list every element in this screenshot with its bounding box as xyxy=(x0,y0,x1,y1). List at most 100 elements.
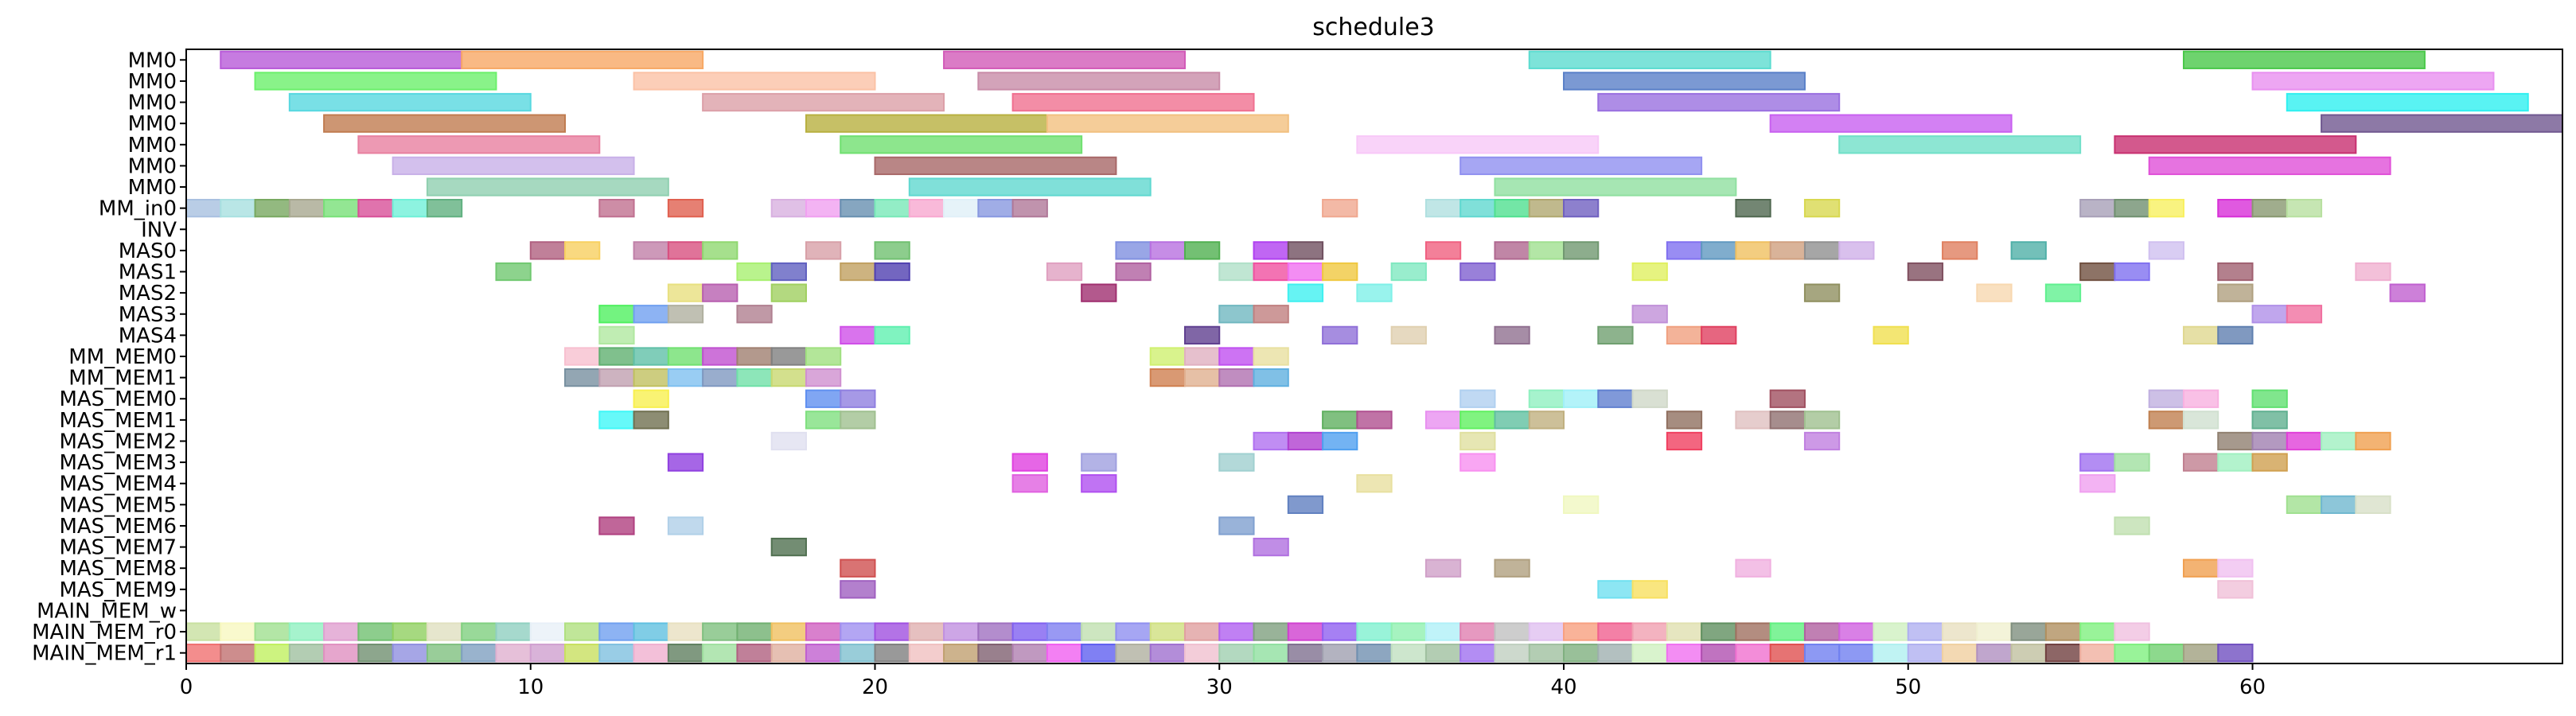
task-bar-84 xyxy=(1803,241,1841,260)
task-bar-175 xyxy=(2182,389,2219,408)
main-mem-r1-bar-42 xyxy=(1631,644,1668,663)
task-bar-64 xyxy=(529,241,567,260)
task-bar-155 xyxy=(633,368,669,387)
task-bar-88 xyxy=(2148,241,2184,260)
task-bar-66 xyxy=(633,241,669,260)
main-mem-r1-bar-39 xyxy=(1528,644,1565,663)
task-bar-130 xyxy=(874,325,910,345)
task-bar-28 xyxy=(2148,156,2391,176)
main-mem-r0-bar-18 xyxy=(805,622,842,641)
main-mem-r0-bar-44 xyxy=(1701,622,1737,641)
task-bar-108 xyxy=(667,283,704,302)
task-bar-118 xyxy=(2389,283,2426,302)
main-mem-r1-bar-41 xyxy=(1597,644,1634,663)
y-tick-label-13: MAS4 xyxy=(119,324,177,348)
main-mem-r0-bar-39 xyxy=(1528,622,1565,641)
main-mem-r1-bar-52 xyxy=(1976,644,2013,663)
y-tick-label-4: MM0 xyxy=(128,134,177,158)
task-bar-111 xyxy=(1081,283,1117,302)
task-bar-158 xyxy=(736,368,773,387)
task-bar-140 xyxy=(2217,325,2254,345)
main-mem-r0-bar-46 xyxy=(1769,622,1806,641)
task-bar-68 xyxy=(702,241,739,260)
task-bar-163 xyxy=(1218,368,1255,387)
main-mem-r0-bar-50 xyxy=(1907,622,1944,641)
task-bar-180 xyxy=(840,411,876,430)
x-tick-label-1: 10 xyxy=(517,675,544,699)
task-bar-128 xyxy=(598,325,635,345)
task-bar-222 xyxy=(2286,495,2323,514)
main-mem-r0-bar-11 xyxy=(564,622,601,641)
main-mem-r1-bar-59 xyxy=(2217,644,2254,663)
task-bar-2 xyxy=(943,50,1186,69)
task-bar-181 xyxy=(1322,411,1358,430)
plot-frame xyxy=(185,49,2563,664)
task-bar-71 xyxy=(1115,241,1152,260)
main-mem-r1-bar-8 xyxy=(461,644,497,663)
task-bar-196 xyxy=(1287,431,1324,451)
task-bar-55 xyxy=(1563,199,1600,218)
task-bar-50 xyxy=(1322,199,1358,218)
main-mem-r1-bar-28 xyxy=(1149,644,1186,663)
task-bar-13 xyxy=(1597,92,1841,112)
task-bar-8 xyxy=(1563,72,1806,91)
task-bar-146 xyxy=(736,347,773,366)
task-bar-210 xyxy=(1459,453,1496,472)
task-bar-213 xyxy=(2182,453,2219,472)
main-mem-r0-bar-29 xyxy=(1183,622,1221,641)
task-bar-176 xyxy=(2251,389,2288,408)
task-bar-70 xyxy=(874,241,910,260)
task-bar-99 xyxy=(1322,262,1358,282)
main-mem-r1-bar-23 xyxy=(977,644,1014,663)
task-bar-16 xyxy=(805,114,1048,133)
task-bar-18 xyxy=(1769,114,2013,133)
task-bar-44 xyxy=(840,199,876,218)
main-mem-r1-bar-2 xyxy=(254,644,290,663)
main-mem-r1-bar-17 xyxy=(770,644,807,663)
task-bar-74 xyxy=(1253,241,1289,260)
task-bar-129 xyxy=(840,325,876,345)
main-mem-r1-bar-4 xyxy=(323,644,360,663)
task-bar-173 xyxy=(1769,389,1806,408)
main-mem-r1-bar-5 xyxy=(357,644,394,663)
task-bar-97 xyxy=(1253,262,1289,282)
task-bar-154 xyxy=(598,368,635,387)
task-bar-94 xyxy=(1046,262,1083,282)
main-mem-r0-bar-5 xyxy=(357,622,394,641)
task-bar-193 xyxy=(2251,411,2288,430)
task-bar-168 xyxy=(1459,389,1496,408)
main-mem-r0-bar-25 xyxy=(1046,622,1083,641)
task-bar-4 xyxy=(2182,50,2426,69)
task-bar-206 xyxy=(667,453,704,472)
main-mem-r0-bar-19 xyxy=(840,622,876,641)
main-mem-r0-bar-32 xyxy=(1287,622,1324,641)
task-bar-30 xyxy=(908,177,1152,197)
main-mem-r0-bar-42 xyxy=(1631,622,1668,641)
task-bar-21 xyxy=(840,135,1083,154)
task-bar-185 xyxy=(1494,411,1530,430)
task-bar-138 xyxy=(1873,325,1909,345)
task-bar-171 xyxy=(1597,389,1634,408)
task-bar-33 xyxy=(220,199,256,218)
y-tick-label-1: MM0 xyxy=(128,70,177,94)
task-bar-137 xyxy=(1701,325,1737,345)
task-bar-54 xyxy=(1528,199,1565,218)
task-bar-127 xyxy=(2286,305,2323,324)
main-mem-r0-bar-56 xyxy=(2114,622,2150,641)
main-mem-r1-bar-19 xyxy=(840,644,876,663)
task-bar-231 xyxy=(840,558,876,578)
task-bar-103 xyxy=(1907,262,1944,282)
task-bar-121 xyxy=(667,305,704,324)
task-bar-73 xyxy=(1183,241,1221,260)
main-mem-r0-bar-47 xyxy=(1803,622,1841,641)
y-tick-label-7: MM_in0 xyxy=(99,197,177,221)
main-mem-r0-bar-35 xyxy=(1390,622,1427,641)
main-mem-r1-bar-0 xyxy=(185,644,222,663)
task-bar-114 xyxy=(1803,283,1841,302)
task-bar-15 xyxy=(323,114,567,133)
main-mem-r1-bar-47 xyxy=(1803,644,1841,663)
main-mem-r0-bar-53 xyxy=(2010,622,2047,641)
task-bar-226 xyxy=(667,516,704,535)
main-mem-r0-bar-21 xyxy=(908,622,945,641)
